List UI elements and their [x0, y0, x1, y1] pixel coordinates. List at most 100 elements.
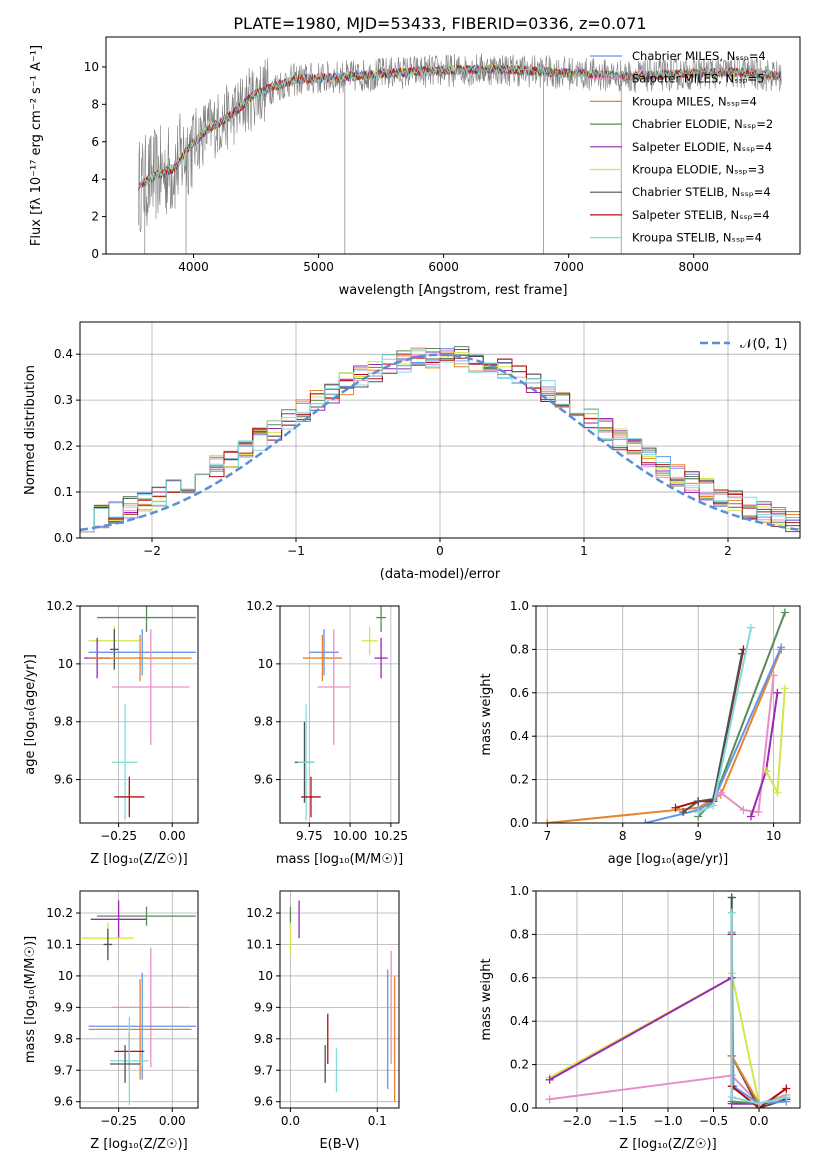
y-tick-label: 2 [91, 210, 99, 224]
x-tick-label: 10.25 [374, 829, 408, 843]
y-tick-label: 0.8 [510, 927, 529, 941]
y-axis-label: mass weight [479, 673, 494, 755]
x-tick-label: 10 [766, 829, 781, 843]
x-axis-label: mass [log₁₀(M/M☉)] [276, 852, 403, 867]
x-tick-label: 10.00 [333, 829, 367, 843]
axes-frame [279, 605, 400, 824]
x-tick-label: 8000 [678, 260, 709, 274]
y-tick-label: 10.1 [246, 937, 273, 951]
y-tick-label: 10.2 [246, 906, 273, 920]
gaussian-curve [80, 353, 800, 532]
weight-marker [709, 801, 718, 810]
y-tick-label: 10 [58, 657, 73, 671]
y-tick-label: 6 [91, 135, 99, 149]
x-tick-label: 0 [436, 544, 444, 558]
y-tick-label: 9.6 [54, 773, 73, 787]
x-tick-label: 0.0 [749, 1114, 768, 1128]
weight-marker [739, 805, 748, 814]
x-tick-label: 2 [724, 544, 732, 558]
y-tick-label: 9.6 [54, 1095, 73, 1109]
y-axis-label: mass weight [479, 958, 494, 1040]
y-tick-label: 1.0 [510, 599, 529, 613]
y-tick-label: 9.7 [54, 1063, 73, 1077]
histogram-step [80, 350, 800, 532]
panel-age_weight: 7 8 9 10 0.0 0.2 0.4 0.6 0.8 1.0 age [log₁₀(age/yr… [479, 599, 801, 867]
panel-spectrum: 4000 5000 6000 7000 8000 0 2 4 6 8 10 wavelength [A… [29, 36, 801, 298]
y-tick-label: 9.8 [254, 715, 273, 729]
x-tick-label: 0.1 [368, 1114, 387, 1128]
x-tick-label: 9 [694, 829, 702, 843]
weight-marker [780, 608, 789, 617]
weight-marker [746, 812, 755, 821]
weight-marker [754, 808, 763, 817]
weight-marker [727, 893, 736, 902]
panel-mass_age: 9.75 10.00 10.25 9.6 9.8 10 10.2 mass [log₁₀(M/… [246, 599, 408, 867]
y-tick-label: 10.1 [46, 937, 73, 951]
weight-marker [780, 684, 789, 693]
x-axis-label: Z [log₁₀(Z/Z☉)] [619, 1137, 716, 1152]
plot-area [84, 606, 196, 821]
y-axis-label: age [log₁₀(age/yr)] [23, 654, 38, 775]
weight-line [645, 646, 783, 823]
y-tick-label: 0.2 [54, 439, 73, 453]
x-axis-label: Z [log₁₀(Z/Z☉)] [90, 852, 187, 867]
weight-marker [545, 1075, 554, 1084]
x-tick-label: 0.0 [281, 1114, 300, 1128]
x-tick-label: 7 [543, 829, 551, 843]
x-tick-label: −0.25 [100, 829, 137, 843]
weight-marker [782, 1084, 791, 1093]
weight-line [697, 612, 786, 818]
weight-marker [727, 908, 736, 917]
weight-marker [543, 819, 552, 823]
weight-line [730, 897, 760, 1105]
y-tick-label: 9.8 [54, 715, 73, 729]
y-tick-label: 0.4 [510, 729, 529, 743]
legend-label: 𝒩(0, 1) [740, 337, 787, 352]
x-tick-label: −2.0 [562, 1114, 591, 1128]
y-tick-label: 0.2 [510, 1058, 529, 1072]
panel-residuals: −2 −1 0 1 2 0.0 0.1 0.2 0.3 0.4 (data-model)/error… [23, 321, 801, 582]
y-axis-label: mass [log₁₀(M/M☉)] [23, 936, 38, 1063]
weight-marker [679, 808, 688, 817]
legend-label: Salpeter STELIB, Nₛₛₚ=4 [632, 208, 770, 222]
panel-z_weight: −2.0 −1.5 −1.0 −0.5 0.0 0.0 0.2 0.4 0.6 0.8 1.0 Z [… [479, 884, 801, 1152]
x-tick-label: −0.5 [699, 1114, 728, 1128]
legend-label: Salpeter ELODIE, Nₛₛₚ=4 [632, 140, 772, 154]
panel-ebv_mass: 0.0 0.1 9.6 9.7 9.8 9.9 10 10.1 10.2 E(B-V) [246, 890, 400, 1152]
x-tick-label: −1.0 [653, 1114, 682, 1128]
y-tick-label: 0.0 [510, 816, 529, 830]
weight-marker [671, 803, 680, 812]
x-tick-label: 7000 [553, 260, 584, 274]
legend-label: Chabrier ELODIE, Nₛₛₚ=2 [632, 117, 773, 131]
x-tick-label: 8 [619, 829, 627, 843]
weight-marker [641, 819, 650, 823]
y-tick-label: 0.8 [510, 642, 529, 656]
weight-marker [694, 797, 703, 806]
y-tick-label: 10.2 [46, 599, 73, 613]
plot-area [138, 53, 782, 254]
legend-label: Kroupa STELIB, Nₛₛₚ=4 [632, 231, 762, 245]
y-tick-label: 1.0 [510, 884, 529, 898]
weight-marker [727, 1093, 736, 1102]
y-tick-label: 9.6 [254, 1095, 273, 1109]
x-tick-label: 4000 [178, 260, 209, 274]
plot-area [545, 893, 791, 1108]
weight-marker [694, 808, 703, 817]
panel-z_age: −0.25 0.00 9.6 9.8 10 10.2 Z [log₁₀(Z/Z☉)] age … [23, 599, 199, 867]
weight-line [730, 912, 787, 1105]
y-tick-label: 0.0 [510, 1101, 529, 1115]
legend-label: Salpeter MILES, Nₛₛₚ=5 [632, 72, 765, 86]
weight-marker [782, 1093, 791, 1102]
figure-title: PLATE=1980, MJD=53433, FIBERID=0336, z=0… [233, 14, 646, 33]
plot-area [82, 900, 196, 1105]
plot-area [294, 606, 388, 821]
plot-area [80, 346, 800, 533]
y-tick-label: 10.2 [246, 599, 273, 613]
x-tick-label: 9.75 [296, 829, 323, 843]
legend-label: Kroupa MILES, Nₛₛₚ=4 [632, 94, 757, 108]
y-tick-label: 10 [258, 969, 273, 983]
axes-frame [79, 605, 199, 824]
y-tick-label: 4 [91, 172, 99, 186]
weight-marker [755, 1099, 764, 1108]
